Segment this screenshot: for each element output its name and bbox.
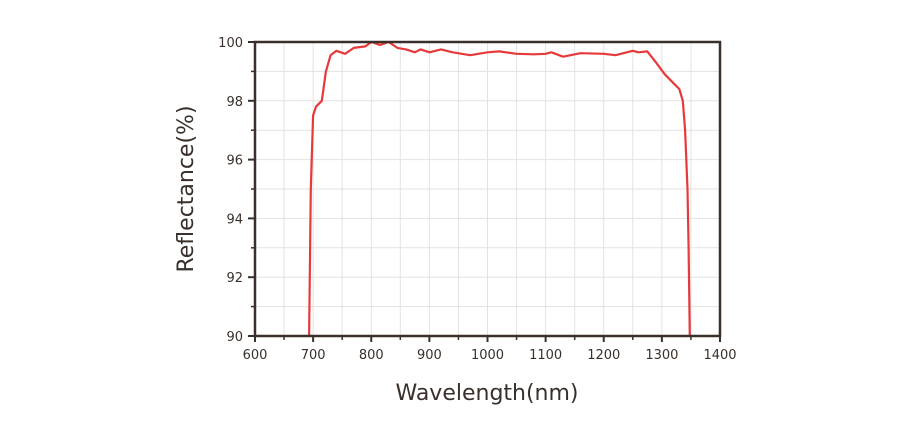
y-tick-label: 92 [226, 271, 243, 286]
x-axis-label: Wavelength(nm) [395, 381, 578, 406]
y-tick-label: 98 [226, 95, 243, 110]
x-tick-label: 1000 [471, 348, 504, 363]
x-tick-label: 800 [359, 348, 384, 363]
x-tick-label: 1400 [703, 348, 736, 363]
plot-frame [253, 40, 722, 338]
x-tick-label: 1300 [645, 348, 678, 363]
x-tick-label: 1200 [587, 348, 620, 363]
y-tick-label: 100 [218, 36, 243, 51]
y-axis-label: Reflectance(%) [174, 105, 199, 272]
x-tick-label: 700 [301, 348, 326, 363]
y-tick-label: 94 [226, 212, 243, 227]
y-tick-label: 90 [226, 330, 243, 345]
x-tick-label: 900 [417, 348, 442, 363]
x-tick-label: 600 [243, 348, 268, 363]
grid [255, 42, 720, 336]
x-tick-label: 1100 [529, 348, 562, 363]
series-line [308, 40, 691, 337]
axis-ticks: 600 700 800 900 1000 1100 1200 1300 1400 90 92 94 96… [218, 36, 736, 363]
y-tick-label: 96 [226, 154, 243, 169]
